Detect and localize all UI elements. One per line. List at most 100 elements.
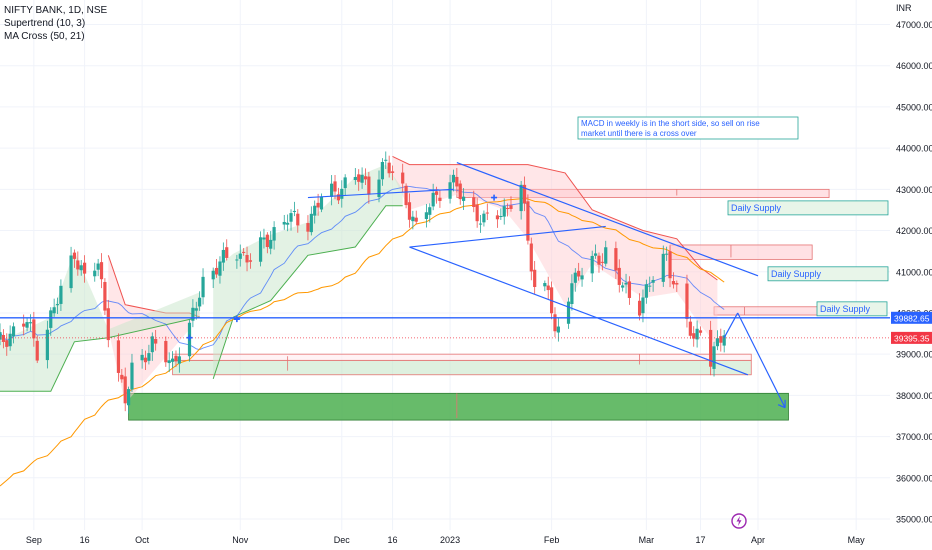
candle [482, 210, 486, 227]
candle [123, 367, 127, 412]
candle [709, 320, 713, 376]
candle-body [472, 197, 476, 207]
x-tick-label: Oct [135, 535, 150, 545]
candle-body [573, 272, 577, 283]
candle-body [245, 254, 249, 263]
candle [604, 240, 608, 267]
y-tick-label: 41000.00 [896, 267, 932, 277]
candle-body [411, 216, 415, 222]
candle [401, 163, 405, 193]
x-tick-label: Apr [751, 535, 765, 545]
trend-connector-line [307, 188, 454, 199]
callout-line-1: MACD in weekly is in the short side, so … [581, 119, 760, 128]
candle-body [120, 374, 124, 380]
candle [519, 180, 523, 220]
candle-body [286, 222, 290, 225]
candle [83, 255, 87, 283]
candle [404, 183, 408, 209]
y-tick-label: 39000.00 [896, 350, 932, 360]
candle-body [712, 346, 716, 369]
candle-body [126, 389, 131, 406]
candle [25, 317, 29, 332]
candle [627, 276, 632, 305]
candle-body [458, 183, 462, 200]
candle-body [692, 333, 696, 339]
candle-body [390, 171, 395, 173]
candle [384, 151, 388, 170]
candle-body [72, 252, 77, 259]
candle-body [637, 300, 642, 316]
legend-ma-cross[interactable]: MA Cross (50, 21) [4, 31, 85, 42]
candle-body [93, 270, 97, 277]
candle-body [600, 261, 604, 263]
candle-body [462, 196, 466, 201]
candle-body [177, 356, 181, 364]
candle-body [604, 247, 608, 264]
candle-body [130, 362, 134, 390]
candle [533, 260, 537, 294]
candle-body [11, 326, 16, 337]
candle [93, 262, 97, 282]
candle [661, 245, 665, 287]
x-tick-label: Feb [544, 535, 560, 545]
candle [698, 326, 703, 336]
candle-body [543, 283, 547, 287]
demand-zone-top [172, 353, 752, 361]
candle [387, 155, 391, 178]
candle [692, 326, 696, 347]
candle-body [150, 336, 154, 353]
y-tick-label: 35000.00 [896, 515, 932, 525]
candle [688, 315, 692, 339]
candle [174, 350, 178, 367]
candle [52, 298, 56, 317]
candle-body [357, 174, 361, 182]
candle [353, 168, 357, 185]
candle [221, 242, 225, 271]
candle-body [147, 353, 151, 361]
legend-supertrend[interactable]: Supertrend (10, 3) [4, 18, 86, 29]
candle-body [570, 283, 574, 305]
candle-body [143, 357, 148, 363]
candle-body [665, 253, 669, 255]
candle [597, 252, 601, 273]
currency-label: INR [896, 3, 912, 13]
candle-body [154, 339, 158, 344]
x-tick-label: 16 [388, 535, 398, 545]
candle [614, 241, 618, 280]
candle-body [316, 202, 320, 208]
price-tag-text: 39882.65 [894, 313, 930, 323]
callout-text: MACD in weekly is in the short side, so … [581, 119, 760, 138]
x-tick-label: 17 [695, 535, 705, 545]
candle-body [103, 282, 107, 311]
legend: NIFTY BANK, 1D, NSE Supertrend (10, 3) M… [4, 4, 107, 43]
candle [675, 280, 679, 292]
candle [269, 231, 273, 255]
candle [522, 176, 527, 212]
candle-body [621, 285, 625, 288]
candle [475, 198, 479, 228]
legend-symbol[interactable]: NIFTY BANK, 1D, NSE [4, 5, 108, 16]
candle-body [668, 251, 672, 279]
candle-body [116, 340, 121, 373]
candle [214, 259, 219, 278]
candle [59, 279, 63, 312]
demand-zone-major [128, 392, 789, 421]
candle [150, 332, 154, 361]
candle-body [313, 205, 317, 216]
y-tick-label: 47000.00 [896, 20, 932, 30]
candle [424, 203, 428, 228]
candle [201, 268, 205, 305]
candle [428, 203, 432, 223]
candle [495, 210, 500, 228]
candle [343, 174, 347, 196]
candle-body [506, 207, 510, 209]
candle-body [495, 215, 500, 220]
triangle-upper-line [409, 225, 606, 248]
tradingview-logo-icon[interactable] [731, 513, 747, 529]
projection-down-line [737, 312, 786, 409]
candle-body [0, 332, 2, 340]
candle-body [384, 159, 388, 161]
supertrend-up-line [0, 316, 200, 392]
